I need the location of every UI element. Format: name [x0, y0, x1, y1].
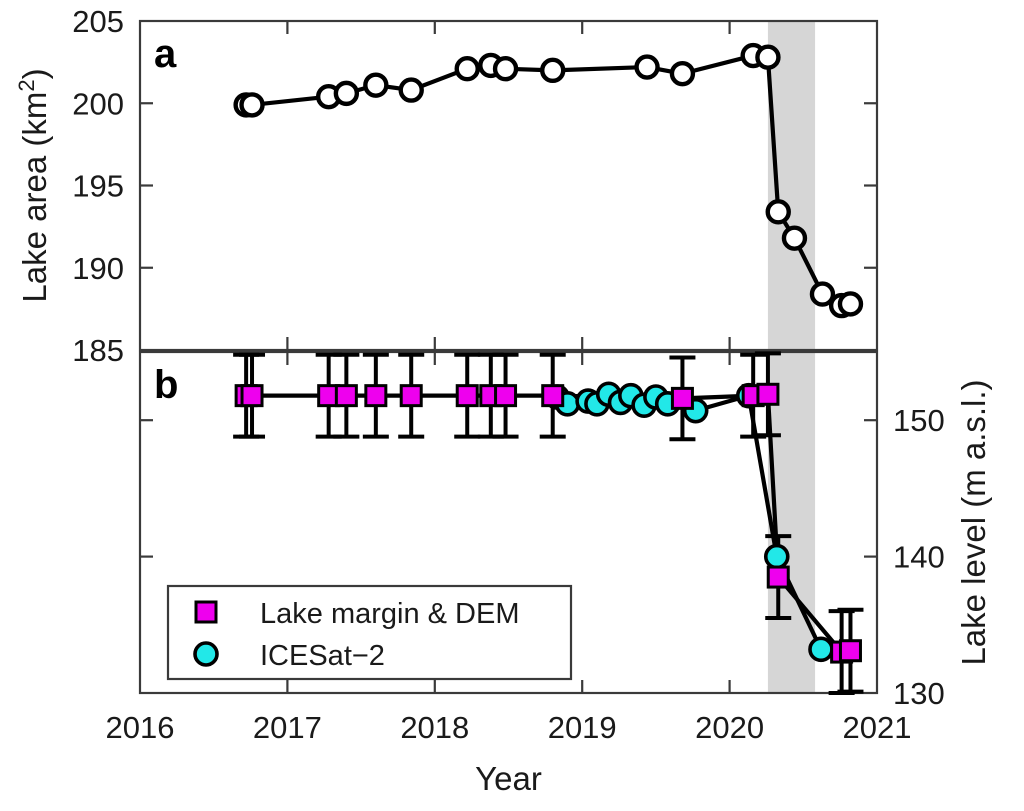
x-axis-ticks — [286, 21, 731, 693]
y-tick-label-a-195: 195 — [72, 169, 124, 204]
lake-area-point — [363, 72, 389, 98]
panel-a-y-ticks: 185 190 195 200 205 — [72, 4, 877, 368]
x-axis-title-text: Year — [475, 760, 542, 797]
y-tick-label-a-190: 190 — [72, 251, 124, 286]
lake-margin-dem-point — [756, 382, 780, 406]
lake-area-point — [781, 225, 808, 251]
lake-area-point — [398, 77, 424, 103]
x-tick-label-2021: 2021 — [843, 710, 912, 745]
x-tick-label-2019: 2019 — [548, 710, 617, 745]
legend-label-lake-margin: Lake margin & DEM — [260, 598, 520, 630]
icesat2-point — [808, 636, 834, 663]
panel-b-icesat-markers — [544, 381, 834, 663]
lake-margin-dem-point — [334, 384, 358, 408]
lake-area-point — [492, 56, 519, 82]
y-axis-title-b: Lake level (m a.s.l.) — [955, 379, 992, 665]
lake-margin-dem-point — [399, 384, 423, 408]
lake-area-point — [669, 60, 696, 87]
x-axis-title: Year — [475, 760, 542, 797]
panel-a-series — [233, 42, 864, 319]
lake-margin-dem-point — [838, 639, 862, 663]
lake-margin-dem-point — [670, 386, 694, 410]
legend-label-icesat2: ICESat−2 — [260, 640, 385, 672]
x-tick-label-2018: 2018 — [400, 710, 469, 745]
lake-area-point — [239, 92, 265, 118]
lake-margin-dem-point — [766, 565, 790, 589]
panel-letters: ab — [154, 32, 178, 407]
y-tick-label-b-140: 140 — [893, 540, 945, 575]
lake-area-point — [540, 57, 566, 84]
lake-margin-dem-point — [240, 384, 264, 408]
y-tick-label-a-205: 205 — [72, 4, 124, 39]
legend: Lake margin & DEM ICESat−2 — [166, 584, 573, 681]
lake-margin-dem-point — [494, 384, 518, 408]
panel-a-letter: a — [154, 32, 177, 76]
panel-b-y-title: Lake level (m a.s.l.) — [955, 379, 992, 665]
legend-marker-icesat2 — [193, 641, 219, 667]
lake-margin-dem-point — [364, 384, 388, 408]
lake-area-point — [809, 281, 836, 307]
y-tick-label-a-200: 200 — [72, 86, 124, 121]
icesat2-point — [763, 543, 790, 570]
x-axis-tick-labels: 2016 2017 2018 2019 2020 2021 — [106, 710, 912, 745]
panel-b-letter: b — [154, 363, 178, 407]
lake-area-point — [634, 54, 660, 80]
y-axis-title-a: Lake area (km2) — [14, 68, 54, 302]
lake-area-point — [454, 56, 480, 82]
panel-b-margin-markers — [234, 382, 862, 664]
y-tick-label-b-130: 130 — [893, 676, 945, 711]
legend-marker-lake-margin — [194, 600, 218, 624]
x-tick-label-2016: 2016 — [106, 710, 175, 745]
lake-area-point — [333, 80, 360, 107]
x-tick-label-2017: 2017 — [253, 710, 322, 745]
panel-b-y-ticks: 130 140 150 — [140, 403, 945, 711]
y-tick-label-b-150: 150 — [893, 403, 945, 438]
y-tick-label-a-185: 185 — [72, 333, 124, 368]
panel-b-border — [138, 350, 879, 695]
lake-margin-dem-point — [541, 384, 565, 408]
legend-box — [166, 584, 573, 681]
panel-b-frame — [138, 350, 879, 695]
lake-margin-dem-point — [455, 384, 479, 408]
panel-a-y-title: Lake area (km2) — [14, 68, 54, 302]
lake-area-point — [837, 291, 864, 317]
x-tick-label-2020: 2020 — [695, 710, 764, 745]
lake-area-point — [765, 199, 791, 225]
lake-area-point — [755, 44, 781, 70]
